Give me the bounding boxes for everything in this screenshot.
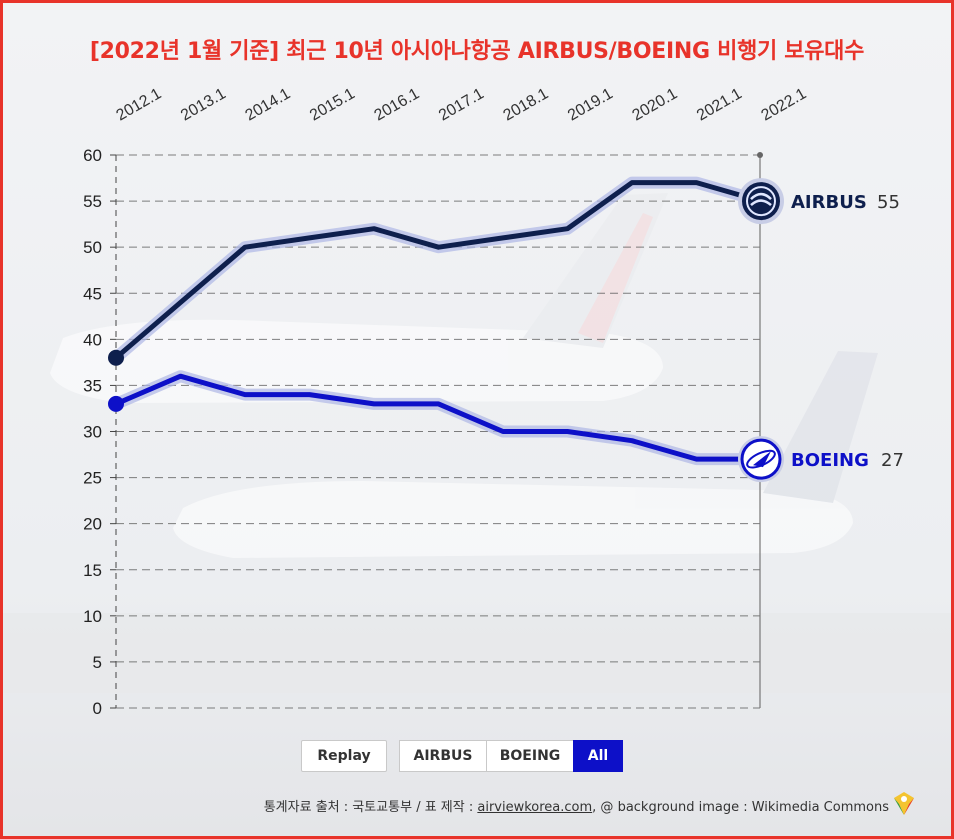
replay-button[interactable]: Replay xyxy=(301,740,387,772)
chart-title: [2022년 1월 기준] 최근 10년 아시아나항공 AIRBUS/BOEIN… xyxy=(89,39,865,64)
series-name-label: BOEING xyxy=(791,450,869,471)
line-chart: 2012.1 2013.1 2014.1 2015.1 2016.1 2017.1 2018… xyxy=(83,85,904,718)
plane-silhouette-lower xyxy=(173,351,878,558)
background-photo xyxy=(3,3,951,836)
series-group xyxy=(108,176,784,483)
source-suffix: , @ background image : Wikimedia Commons xyxy=(592,800,889,815)
x-tick-label: 2022.1 xyxy=(759,85,810,124)
logo-swoosh xyxy=(750,192,772,201)
y-tick-label: 60 xyxy=(83,146,102,165)
series-halo-boeing xyxy=(110,370,767,466)
source-prefix: 통계자료 출처 : 국토교통부 / 표 제작 : xyxy=(263,800,478,815)
gridlines xyxy=(110,152,763,709)
boeing-filter-button[interactable]: BOEING xyxy=(486,740,574,772)
x-tick-label: 2015.1 xyxy=(307,85,358,124)
y-tick-label: 10 xyxy=(83,607,102,626)
y-tick-label: 45 xyxy=(83,284,102,303)
x-axis-labels: 2012.1 2013.1 2014.1 2015.1 2016.1 2017.1 2018… xyxy=(114,85,810,124)
series-line-airbus xyxy=(113,180,764,361)
source-credit: 통계자료 출처 : 국토교통부 / 표 제작 : airviewkorea.co… xyxy=(264,796,889,815)
y-tick-label: 55 xyxy=(83,192,102,211)
series-name-label: AIRBUS xyxy=(791,192,867,213)
logo-plane xyxy=(753,451,771,468)
logo-swoosh xyxy=(750,199,772,207)
series-start-point xyxy=(108,395,124,412)
x-tick-label: 2019.1 xyxy=(565,85,616,124)
y-tick-label: 15 xyxy=(83,561,102,580)
boeing-logo-icon xyxy=(738,436,784,483)
x-tick-label: 2018.1 xyxy=(501,85,552,124)
y-tick-label: 50 xyxy=(83,238,102,257)
x-tick-label: 2014.1 xyxy=(243,85,294,124)
x-tick-label: 2016.1 xyxy=(372,85,423,124)
y-tick-label: 0 xyxy=(93,699,102,718)
series-line-boeing xyxy=(113,373,764,462)
airbus-logo-icon xyxy=(738,178,784,225)
source-link[interactable]: airviewkorea.com xyxy=(477,800,593,815)
x-tick-label: 2013.1 xyxy=(178,85,229,124)
logo-ring xyxy=(746,186,776,217)
x-tick-label: 2020.1 xyxy=(630,85,681,124)
y-axis-labels: 0 5 10 15 20 25 30 35 40 45 50 55 60 xyxy=(83,146,102,718)
y-tick-label: 30 xyxy=(83,423,102,442)
y-tick-label: 35 xyxy=(83,376,102,395)
x-tick-label: 2021.1 xyxy=(694,85,745,124)
y-tick-label: 40 xyxy=(83,330,102,349)
series-halo-airbus xyxy=(110,176,767,364)
all-filter-button[interactable]: All xyxy=(573,740,623,772)
end-labels: AIRBUS 55 BOEING 27 xyxy=(791,192,904,471)
x-tick-label: 2017.1 xyxy=(436,85,487,124)
y-tick-label: 25 xyxy=(83,469,102,488)
cursor-dot xyxy=(757,152,763,158)
series-start-point xyxy=(108,349,124,366)
series-value-label: 27 xyxy=(881,450,904,471)
y-tick-label: 5 xyxy=(93,653,102,672)
airview-logo-icon xyxy=(894,792,914,815)
y-tick-label: 20 xyxy=(83,515,102,534)
x-tick-label: 2012.1 xyxy=(114,85,165,124)
series-value-label: 55 xyxy=(877,192,900,213)
airbus-filter-button[interactable]: AIRBUS xyxy=(399,740,487,772)
